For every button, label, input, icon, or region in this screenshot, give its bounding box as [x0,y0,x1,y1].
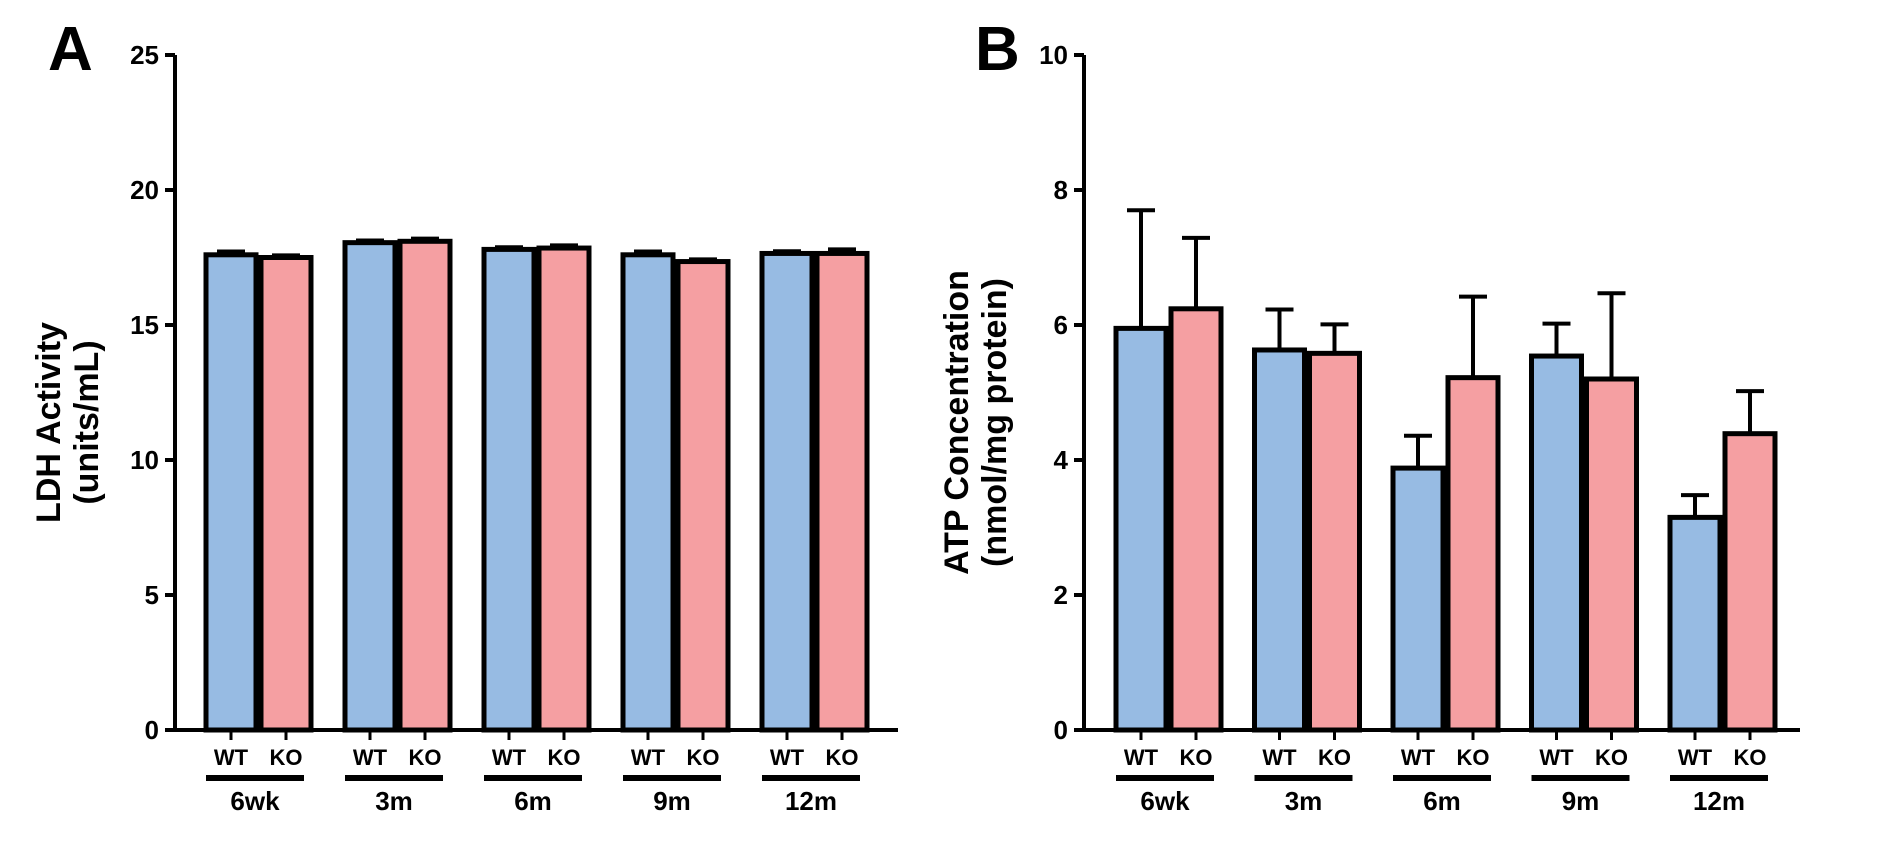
bar-ko-9m [675,259,731,733]
y-tick-label: 6 [1054,310,1068,340]
group-bracket [1116,775,1214,781]
bar-ko-6m [1445,375,1501,733]
condition-label: KO [270,745,303,770]
bar-wt-3m [1252,347,1307,733]
condition-label: WT [1124,745,1159,770]
panel-b: B ATP Concentration (nmol/mg protein) 0 2 4 6 8… [938,15,1800,816]
condition-label: WT [770,745,805,770]
bar-ko-6wk [258,255,314,733]
bar-ko-3m [397,238,453,733]
condition-label: WT [353,745,388,770]
y-tick-label: 4 [1054,445,1069,475]
bar-wt-12m [759,250,815,733]
bar-ko-12m [1722,431,1778,733]
bar-wt-12m [1667,514,1723,733]
condition-label: KO [409,745,442,770]
group-bracket [1254,775,1353,781]
y-tick-label: 10 [130,445,159,475]
condition-label: WT [631,745,666,770]
y-tick-label: 0 [1054,715,1068,745]
group-bracket [623,775,721,781]
condition-label: KO [826,745,859,770]
panel-letter: B [975,15,1020,84]
y-tick-label: 8 [1054,175,1068,205]
y-axis-title: LDH Activity [30,322,68,523]
condition-label: KO [1595,745,1628,770]
condition-label: WT [1262,745,1297,770]
group-bracket [206,775,304,781]
y-axis-subtitle: (nmol/mg protein) [976,278,1014,567]
group-label: 3m [375,786,413,816]
group-label: 6m [514,786,552,816]
bar-ko-12m [814,250,870,733]
bar-ko-6wk [1168,306,1224,733]
condition-label: KO [1180,745,1213,770]
bar-wt-9m [620,252,676,733]
group-label: 6m [1423,786,1461,816]
condition-label: WT [1678,745,1713,770]
condition-label: WT [214,745,249,770]
bar-wt-9m [1529,353,1584,733]
bar-wt-6m [1390,465,1446,733]
condition-label: KO [687,745,720,770]
group-label: 12m [785,786,837,816]
bar-ko-6m [536,245,592,733]
group-bracket [1670,775,1768,781]
condition-label: WT [1539,745,1574,770]
panel-a: A LDH Activity (units/mL) 0 5 10 15 20 25 WT KO 6wk… [30,15,898,816]
panel-letter: A [48,15,93,84]
group-label: 9m [653,786,691,816]
y-tick-label: 2 [1054,580,1068,610]
y-tick-label: 25 [130,40,159,70]
bar-wt-6m [481,246,537,733]
group-bracket [1393,775,1491,781]
condition-label: KO [548,745,581,770]
bar-ko-3m [1307,350,1362,733]
group-bracket [345,775,443,781]
group-label: 3m [1285,786,1323,816]
bar-wt-3m [342,240,398,733]
group-label: 9m [1562,786,1600,816]
condition-label: KO [1734,745,1767,770]
y-axis-title: ATP Concentration [938,270,976,575]
y-axis-subtitle: (units/mL) [68,340,106,504]
y-tick-label: 15 [130,310,159,340]
condition-label: WT [492,745,527,770]
condition-label: KO [1457,745,1490,770]
y-tick-label: 0 [145,715,159,745]
condition-label: KO [1318,745,1351,770]
bar-wt-6wk [203,252,259,733]
group-bracket [484,775,582,781]
group-label: 6wk [230,786,280,816]
bar-wt-6wk [1113,325,1169,733]
group-bracket [762,775,860,781]
group-bracket [1531,775,1630,781]
group-label: 12m [1693,786,1745,816]
bar-ko-9m [1584,376,1639,733]
y-tick-label: 10 [1039,40,1068,70]
condition-label: WT [1401,745,1436,770]
group-label: 6wk [1140,786,1190,816]
y-tick-label: 5 [145,580,159,610]
y-tick-label: 20 [130,175,159,205]
